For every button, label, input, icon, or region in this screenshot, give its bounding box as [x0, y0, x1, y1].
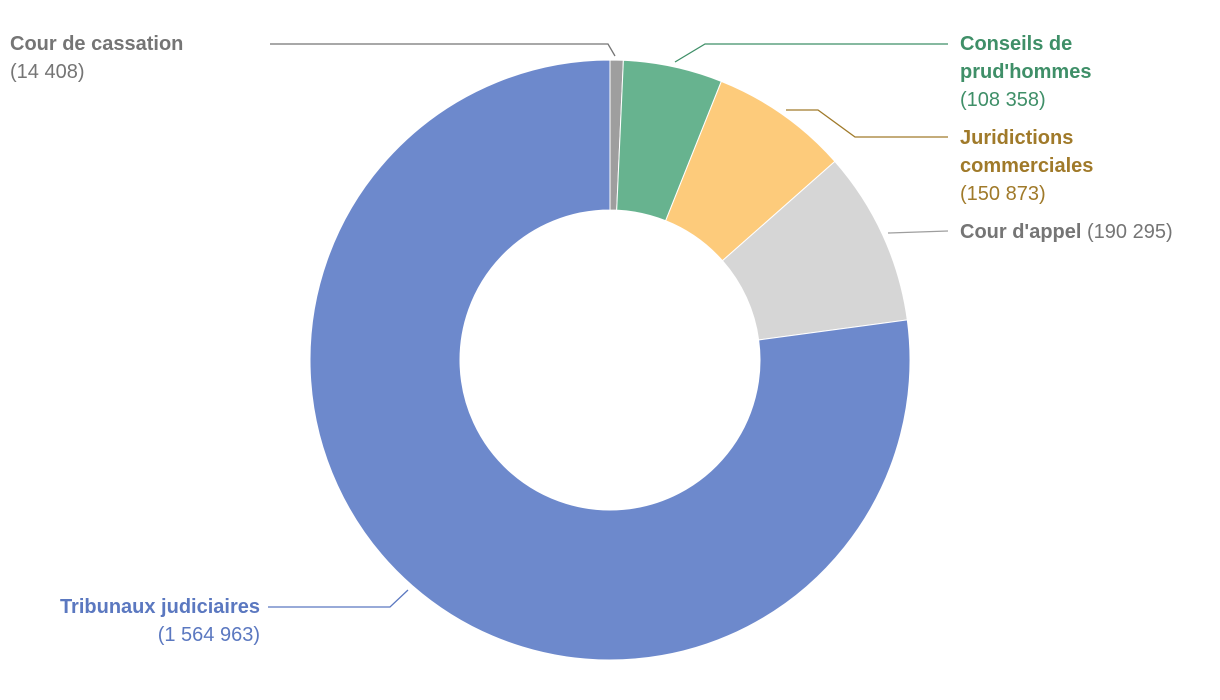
slice-label: Cour de cassation (14 408)	[10, 30, 270, 86]
category-name: Tribunaux judiciaires	[59, 596, 260, 618]
value-label: (1 564 963)	[157, 624, 260, 646]
donut-slice	[309, 59, 911, 661]
value-label: (108 358)	[960, 89, 1046, 111]
slice-label: Tribunaux judiciaires (1 564 963)	[0, 593, 260, 649]
leader-line	[270, 43, 616, 57]
category-name: Cour de cassation	[10, 33, 184, 55]
slice-label: Juridictions commerciales (150 873)	[960, 124, 1140, 208]
value-label: (190 295)	[1087, 221, 1173, 243]
value-label: (14 408)	[10, 61, 85, 83]
leader-line	[674, 43, 948, 63]
slice-label: Conseils de prud'hommes (108 358)	[960, 30, 1120, 114]
category-name: Juridictions commerciales	[960, 127, 1094, 177]
leader-line	[887, 230, 949, 234]
category-name: Cour d'appel	[960, 221, 1082, 243]
leader-line	[268, 589, 409, 608]
value-label: (150 873)	[960, 183, 1046, 205]
category-name: Conseils de prud'hommes	[960, 33, 1092, 83]
leader-line	[786, 109, 948, 138]
slice-label: Cour d'appel (190 295)	[960, 218, 1220, 246]
